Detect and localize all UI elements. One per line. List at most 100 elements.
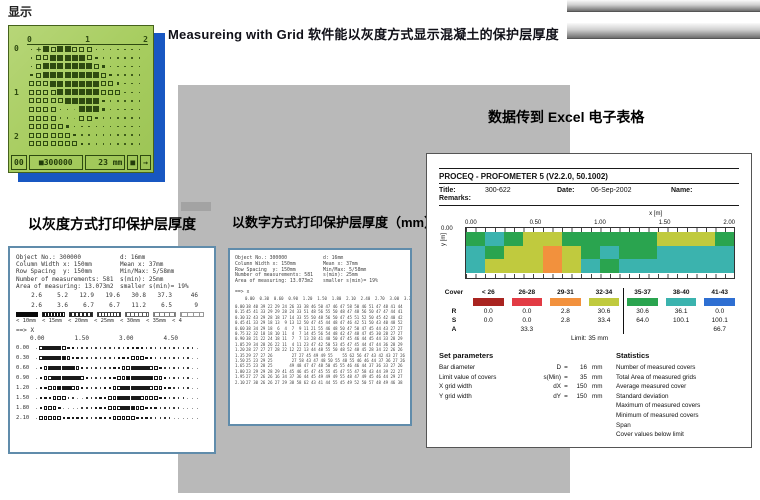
printout-header-line: Number of measurements: 581 s(min): 25mm bbox=[235, 273, 405, 279]
dot-cell bbox=[35, 79, 42, 88]
dot-cell bbox=[50, 62, 57, 71]
dot-cell bbox=[195, 353, 200, 363]
dot-cell bbox=[71, 105, 78, 114]
dot-cell bbox=[64, 122, 71, 131]
dot-cell bbox=[64, 105, 71, 114]
dot-cell bbox=[35, 71, 42, 80]
row-values: 41 33 29 18 13 9 13 12 50 47 45 44 48 47… bbox=[246, 320, 403, 326]
plot-row: 0.60 bbox=[16, 363, 208, 373]
dot-cell bbox=[42, 140, 49, 149]
grayscale-legend-labels: < 10mm < 15mm < 20mm < 25mm < 30mm < 35mm < 4 bbox=[16, 318, 208, 325]
dot-cell bbox=[35, 140, 42, 149]
lcd-dot-row bbox=[28, 97, 143, 106]
parameter-value: 150 bbox=[576, 383, 587, 391]
dot-cell bbox=[129, 131, 136, 140]
dot-cell bbox=[100, 71, 107, 80]
y-axis-label: y [m] bbox=[441, 233, 447, 246]
legend-value bbox=[546, 325, 585, 334]
dot-cell bbox=[129, 114, 136, 123]
dot-cell bbox=[114, 140, 121, 149]
lcd-dot-row bbox=[28, 140, 143, 149]
dot-cell bbox=[42, 97, 49, 106]
histogram-value: 5.2 bbox=[57, 292, 68, 300]
rule bbox=[439, 168, 739, 169]
row-values: 29 34 28 26 22 11 4 11 23 47 42 50 53 45… bbox=[246, 341, 403, 347]
heatmap-cell bbox=[542, 245, 562, 260]
legend-value: 38-40 bbox=[672, 289, 690, 296]
dot-cell bbox=[78, 62, 85, 71]
row-values: 38 21 22 24 18 11 7 7 13 28 41 48 50 47 … bbox=[246, 336, 403, 342]
dot-cell bbox=[100, 122, 107, 131]
statistics-row: Average measured cover bbox=[616, 383, 687, 391]
heatmap-cell bbox=[580, 232, 600, 246]
dot-cell bbox=[93, 88, 100, 97]
legend-row-label: A bbox=[451, 326, 457, 333]
dot-cell bbox=[64, 54, 71, 63]
dot-cell bbox=[129, 88, 136, 97]
statistics-row: Minimum of measured covers bbox=[616, 411, 699, 419]
dot-cell bbox=[35, 131, 42, 140]
x-tick: 1.50 bbox=[74, 335, 89, 343]
dot-cell bbox=[71, 88, 78, 97]
row-values: 23 29 29 28 29 41 45 46 45 47 45 55 45 4… bbox=[246, 368, 403, 374]
rule bbox=[439, 205, 739, 206]
histogram-value: 6.5 bbox=[161, 302, 172, 310]
heatmap-cell bbox=[561, 259, 581, 274]
dot-cell bbox=[100, 105, 107, 114]
heatmap-cell bbox=[523, 245, 543, 260]
dot-cell bbox=[107, 88, 114, 97]
dot-cell bbox=[129, 97, 136, 106]
heatmap-cell bbox=[714, 259, 734, 274]
dot-cell bbox=[64, 131, 71, 140]
dot-cell bbox=[78, 114, 85, 123]
legend-row-label bbox=[439, 297, 469, 307]
dot-cell bbox=[107, 62, 114, 71]
dot-cell bbox=[64, 97, 71, 106]
plot-art-line bbox=[34, 413, 199, 423]
plot-art-line bbox=[34, 393, 199, 403]
heatmap-cell bbox=[599, 245, 620, 260]
dot-cell bbox=[107, 71, 114, 80]
dot-cell bbox=[121, 131, 128, 140]
heatmap-cell bbox=[638, 259, 658, 274]
heatmap-cell bbox=[676, 232, 696, 246]
legend-value: 2.8 bbox=[560, 317, 570, 324]
heatmap-cell bbox=[714, 232, 734, 246]
x-tick: 0.00 bbox=[30, 335, 45, 343]
statistics-title: Statistics bbox=[616, 351, 650, 360]
legend-swatch bbox=[511, 298, 543, 306]
set-parameter-row: Limit value of covers s(Min) = 35 mm bbox=[439, 373, 610, 383]
dot-cell bbox=[28, 62, 35, 71]
row-label: 0.00 bbox=[235, 303, 245, 309]
header-right: smaller s(min)= 19% bbox=[120, 282, 189, 290]
dot-cell bbox=[136, 62, 143, 71]
dot-cell bbox=[121, 71, 128, 80]
excel-report-panel: PROCEQ - PROFOMETER 5 (V2.2.0, 50.1002) … bbox=[426, 153, 752, 448]
plot-row: 2.10 bbox=[16, 413, 208, 423]
parameter-value: 16 bbox=[579, 364, 587, 371]
grayscale-print-title: 以灰度方式打印保护层厚度 bbox=[28, 216, 196, 232]
y-tick: 1.50 bbox=[16, 395, 30, 402]
lcd-dot-row bbox=[28, 79, 143, 88]
y-tick: 1.20 bbox=[16, 385, 30, 392]
header-left: Object No.: 300000 bbox=[235, 256, 287, 261]
dot-cell bbox=[93, 79, 100, 88]
numeric-table-row: 1.05 29 34 28 26 22 11 4 11 23 47 42 50 5… bbox=[235, 342, 405, 347]
lcd-x-tick: 1 bbox=[85, 35, 90, 44]
lcd-dot-row bbox=[28, 105, 143, 114]
histogram-values-row-2: 2.6 3.6 6.7 6.7 11.2 6.5 9 bbox=[16, 302, 208, 310]
numeric-table-row: 1.80 23 29 29 28 29 41 45 46 45 47 45 55 … bbox=[235, 369, 405, 374]
legend-row-label: S bbox=[451, 317, 457, 324]
dot-cell bbox=[50, 79, 57, 88]
parameter-label: Bar diameter bbox=[439, 364, 476, 371]
header-left: Object No.: 300000 bbox=[16, 254, 82, 261]
y-tick: 2.10 bbox=[16, 415, 30, 422]
heatmap-cell bbox=[695, 259, 715, 274]
dot-cell bbox=[35, 88, 42, 97]
dot-cell bbox=[114, 97, 121, 106]
histogram-value: 30.8 bbox=[131, 292, 146, 300]
parameter-symbol: dX bbox=[553, 383, 561, 391]
numeric-table-row: 1.65 25 23 28 25 49 48 47 47 48 50 45 55 … bbox=[235, 363, 405, 368]
row-label: 0.30 bbox=[235, 314, 245, 320]
grayscale-swatch bbox=[16, 312, 38, 318]
